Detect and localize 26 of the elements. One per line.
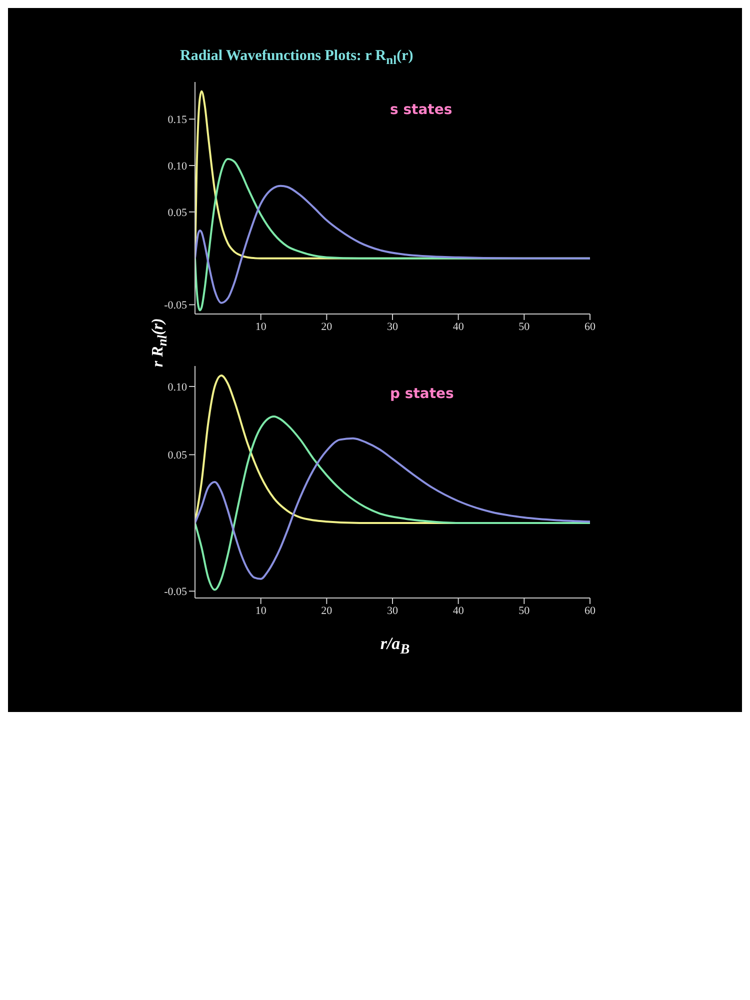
x-tick-label: 30 [387, 604, 398, 617]
line-series [195, 415, 590, 591]
y-tick-label: 0.05 [168, 206, 188, 219]
y-tick-label: -0.05 [164, 586, 188, 598]
x-tick-label: 60 [584, 320, 596, 333]
x-tick-label: 20 [321, 604, 333, 617]
x-tick-label: 40 [452, 604, 464, 617]
y-tick-label: 0.10 [168, 381, 188, 394]
x-tick-label: 30 [387, 320, 398, 333]
x-tick-label: 20 [321, 320, 333, 333]
x-tick-label: 10 [255, 320, 267, 333]
annotation: s states [390, 102, 452, 118]
x-tick-label: 10 [255, 604, 267, 617]
x-tick-label: 40 [452, 320, 464, 333]
x-tick-label: 60 [584, 604, 596, 617]
x-tick-label: 50 [518, 604, 530, 617]
line-series [195, 437, 590, 580]
y-tick-label: 0.10 [168, 160, 188, 172]
chart-title: Radial Wavefunctions Plots: r R$_{nl}$(r) [180, 48, 414, 69]
y-tick-label: 0.15 [168, 114, 188, 126]
y-tick-label: -0.05 [164, 300, 188, 312]
annotation: p states [390, 386, 454, 402]
line-series [195, 184, 590, 304]
x-tick-label: 50 [518, 320, 530, 333]
y-tick-label: 0.05 [168, 450, 188, 462]
x-axis-title: r/a$_{B}$ [379, 634, 411, 658]
